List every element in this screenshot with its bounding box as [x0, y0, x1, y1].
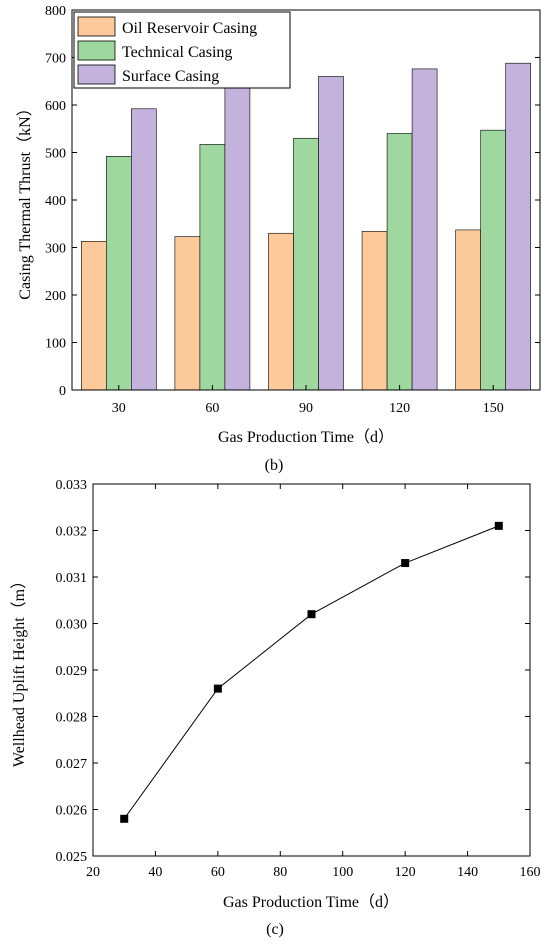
legend-swatch-oil-reservoir	[77, 16, 116, 37]
line-y-tick-label: 0.028	[56, 711, 88, 726]
bar-surface-casing-90	[318, 76, 344, 391]
bar-oil-reservoir-casing-150	[455, 229, 482, 391]
line-x-tick-label: 60	[211, 865, 225, 880]
line-y-tick-label: 0.027	[56, 757, 88, 772]
line-y-tick-label: 0.030	[56, 618, 88, 633]
line-x-tick-label: 20	[86, 865, 100, 880]
legend-swatch-technical	[77, 40, 116, 61]
bar-y-tick-label: 700	[45, 52, 66, 67]
data-point-marker	[494, 521, 503, 530]
bar-oil-reservoir-casing-30	[81, 241, 107, 391]
bar-y-tick-label: 300	[45, 242, 66, 257]
data-point-marker	[120, 814, 129, 823]
bar-oil-reservoir-casing-90	[268, 232, 294, 391]
line-x-tick-label: 40	[148, 865, 162, 880]
bar-y-tick-label: 800	[45, 4, 66, 19]
line-chart: 0.025 0.026 0.027 0.028 0.029 0.030 0.031 0.032…	[10, 478, 541, 938]
line-x-tick-label: 120	[395, 865, 416, 880]
line-y-axis-title: Wellhead Uplift Height（m）	[10, 573, 28, 767]
bar-x-tick-label: 150	[483, 401, 504, 416]
bar-x-tick-label: 120	[389, 401, 410, 416]
data-point-marker	[213, 684, 222, 693]
line-y-axis: 0.025 0.026 0.027 0.028 0.029 0.030 0.031 0.032…	[56, 478, 530, 865]
bar-technical-casing-90	[293, 137, 319, 391]
legend-label-technical: Technical Casing	[122, 44, 232, 61]
line-y-tick-label: 0.031	[56, 571, 88, 586]
bar-x-tick-label: 60	[205, 401, 219, 416]
bar-chart: 0 100 200 300 400 500 600 700 800 30 60 90 120 150 O…	[16, 4, 541, 474]
line-series-group	[120, 521, 503, 823]
line-y-tick-label: 0.025	[56, 850, 88, 865]
legend-label-surface: Surface Casing	[122, 68, 219, 85]
panel-label-c: (c)	[266, 921, 284, 938]
line-x-axis-title: Gas Production Time（d）	[223, 893, 399, 911]
bar-series-group	[81, 62, 532, 391]
bar-x-tick-label: 90	[299, 401, 313, 416]
data-point-marker	[307, 610, 316, 619]
bar-y-tick-label: 400	[45, 194, 66, 209]
series-line	[123, 525, 499, 820]
bar-oil-reservoir-casing-60	[174, 236, 201, 391]
bar-y-tick-label: 600	[45, 99, 66, 114]
line-x-tick-label: 80	[273, 865, 287, 880]
line-x-tick-label: 100	[332, 865, 353, 880]
bar-y-tick-label: 500	[45, 147, 66, 162]
bar-technical-casing-120	[386, 133, 413, 391]
bar-y-tick-label: 100	[45, 337, 66, 352]
panel-label-b: (b)	[265, 457, 284, 474]
line-x-axis: 20 40 60 80 100 120 140 160	[86, 484, 541, 880]
bar-surface-casing-120	[411, 68, 438, 391]
line-y-tick-label: 0.033	[56, 478, 88, 493]
line-y-tick-label: 0.029	[56, 664, 88, 679]
bar-surface-casing-30	[131, 108, 157, 391]
bar-y-axis-title: Casing Thermal Thrust（kN）	[16, 100, 34, 299]
bar-y-axis: 0 100 200 300 400 500 600 700 800	[45, 4, 540, 399]
legend-swatch-surface	[77, 64, 116, 85]
bar-y-tick-label: 0	[59, 384, 66, 399]
bar-legend: Oil Reservoir Casing Technical Casing Su…	[73, 11, 291, 89]
bar-technical-casing-30	[106, 156, 132, 391]
bar-x-tick-label: 30	[112, 401, 126, 416]
bar-surface-casing-150	[505, 62, 532, 391]
line-y-tick-label: 0.032	[56, 525, 88, 540]
bar-x-axis-title: Gas Production Time（d）	[218, 428, 394, 446]
bar-technical-casing-150	[480, 129, 507, 391]
legend-label-oil-reservoir: Oil Reservoir Casing	[122, 20, 257, 37]
bar-surface-casing-60	[224, 87, 251, 391]
data-point-marker	[401, 559, 410, 568]
bar-y-tick-label: 200	[45, 289, 66, 304]
line-y-tick-label: 0.026	[56, 804, 88, 819]
line-x-tick-label: 160	[520, 865, 541, 880]
bar-technical-casing-60	[199, 144, 226, 391]
line-x-tick-label: 140	[457, 865, 478, 880]
bar-x-axis: 30 60 90 120 150	[112, 385, 504, 416]
bar-oil-reservoir-casing-120	[361, 231, 388, 391]
